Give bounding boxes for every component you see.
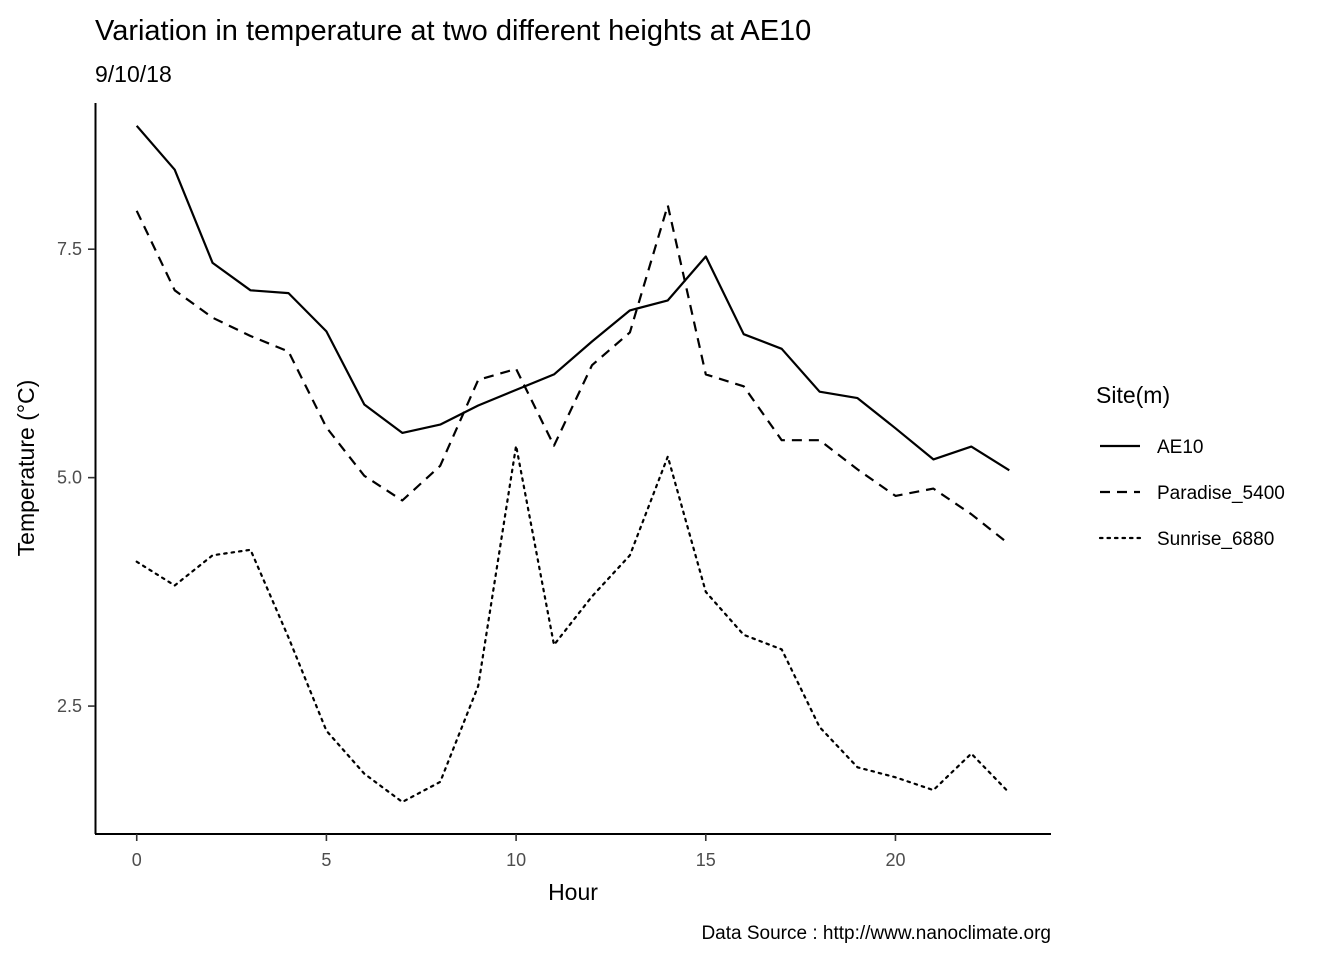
y-tick-label: 5.0	[57, 468, 82, 488]
chart-title: Variation in temperature at two differen…	[95, 15, 811, 47]
y-tick-label: 2.5	[57, 696, 82, 716]
plot-area	[135, 125, 1011, 804]
legend-label: Paradise_5400	[1157, 483, 1285, 504]
y-tick-label: 7.5	[57, 239, 82, 259]
legend-label: AE10	[1157, 437, 1203, 458]
x-tick-label: 0	[132, 850, 142, 870]
chart-subtitle: 9/10/18	[95, 61, 172, 87]
x-tick-label: 15	[696, 850, 716, 870]
caption: Data Source : http://www.nanoclimate.org	[701, 923, 1051, 944]
legend-title: Site(m)	[1096, 382, 1170, 408]
x-tick-label: 5	[321, 850, 331, 870]
series-line-sunrise-6880	[135, 444, 1011, 804]
x-axis-title: Hour	[548, 879, 598, 905]
x-tick-label: 10	[506, 850, 526, 870]
y-axis-title: Temperature (°C)	[13, 380, 39, 557]
y-axis-ticks: 2.5 5.0 7.5	[57, 239, 95, 716]
x-axis-ticks: 0 5 10 15 20	[132, 834, 905, 870]
x-tick-label: 20	[885, 850, 905, 870]
legend-label: Sunrise_6880	[1157, 529, 1274, 550]
series-line-paradise-5400	[135, 204, 1010, 546]
legend: Site(m) AE10 Paradise_5400 Sunrise_6880	[1096, 382, 1285, 550]
series-line-ae10	[135, 125, 1010, 472]
